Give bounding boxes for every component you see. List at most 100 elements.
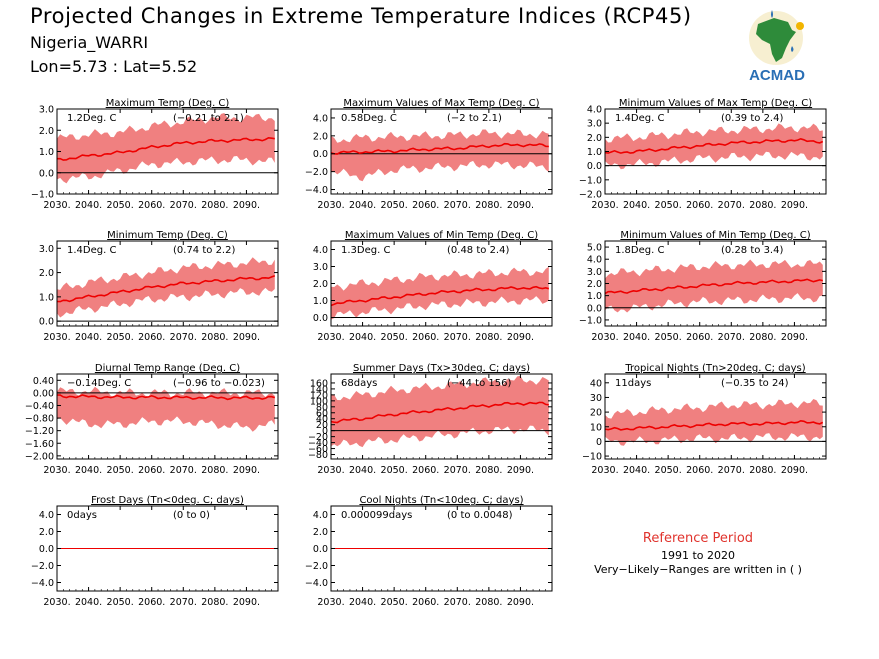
range-band	[331, 266, 549, 320]
mean-line	[57, 136, 275, 161]
range-band	[57, 386, 275, 432]
chart-title: Maximum Temp (Deg. C)	[106, 98, 230, 109]
range-band	[331, 129, 549, 182]
y-tick-label: 3.0	[313, 262, 328, 273]
range-label: (0.39 to 2.4)	[721, 113, 783, 124]
y-tick-label: −2.0	[305, 167, 328, 178]
x-tick-label: 2090.	[233, 465, 260, 476]
x-tick-label: 2030.	[591, 332, 618, 343]
x-tick-label: 2070.	[444, 597, 471, 608]
x-tick-label: 2050.	[107, 332, 134, 343]
x-tick-label: 2080.	[201, 465, 228, 476]
chart-title: Maximum Values of Max Temp (Deg. C)	[343, 98, 539, 109]
location-label: Nigeria_WARRI	[30, 33, 149, 52]
y-tick-label: 60	[316, 408, 328, 419]
x-tick-label: 2060.	[138, 465, 165, 476]
y-tick-label: 5.0	[587, 243, 602, 254]
x-tick-label: 2080.	[201, 332, 228, 343]
chart-title: Minimum Values of Max Temp (Deg. C)	[619, 98, 812, 109]
x-tick-label: 2030.	[43, 465, 70, 476]
y-tick-label: −2.0	[305, 561, 328, 572]
y-tick-label: 4.0	[587, 105, 602, 116]
y-tick-label: 80	[316, 402, 328, 413]
y-tick-label: 0	[322, 426, 328, 437]
range-label: (−0.21 to 2.1)	[173, 113, 244, 124]
mean-value-label: 0.58Deg. C	[341, 113, 397, 124]
x-tick-label: 2080.	[475, 465, 502, 476]
y-tick-label: −1.20	[25, 426, 54, 437]
x-tick-label: 2080.	[749, 465, 776, 476]
x-tick-label: 2060.	[686, 332, 713, 343]
y-tick-label: 3.0	[39, 244, 54, 255]
y-tick-label: 120	[310, 390, 328, 401]
y-tick-label: 1.0	[313, 296, 328, 307]
x-tick-label: 2050.	[655, 332, 682, 343]
y-tick-label: 160	[310, 378, 328, 389]
range-band	[605, 399, 823, 446]
mean-line	[331, 142, 549, 155]
x-tick-label: 2060.	[686, 200, 713, 211]
x-tick-label: 2090.	[507, 465, 534, 476]
chart-panel: Summer Days (Tx>30deg. C; days) 68days (−4…	[308, 363, 553, 476]
y-tick-label: 4.0	[313, 245, 328, 256]
x-tick-label: 2030.	[43, 332, 70, 343]
x-tick-label: 2040.	[623, 465, 650, 476]
x-tick-label: 2030.	[591, 465, 618, 476]
x-tick-label: 2060.	[412, 597, 439, 608]
range-label: (0 to 0)	[173, 510, 210, 521]
y-tick-label: 0.00	[33, 388, 54, 399]
acmad-africa-logo-icon	[749, 10, 804, 65]
chart-title: Minimum Temp (Deg. C)	[107, 230, 228, 241]
y-tick-label: 2.0	[39, 268, 54, 279]
y-tick-label: 3.0	[39, 105, 54, 116]
x-tick-label: 2050.	[107, 465, 134, 476]
chart-panel: Maximum Temp (Deg. C) 1.2Deg. C (−0.21 to …	[31, 98, 279, 211]
x-tick-label: 2030.	[591, 200, 618, 211]
x-tick-label: 2070.	[718, 332, 745, 343]
chart-title: Maximum Values of Min Temp (Deg. C)	[345, 230, 538, 241]
x-tick-label: 2090.	[507, 332, 534, 343]
y-tick-label: −2.0	[579, 190, 602, 201]
coordinates-label: Lon=5.73 : Lat=5.52	[30, 57, 198, 76]
x-tick-label: 2090.	[781, 465, 808, 476]
y-tick-label: 2.0	[587, 279, 602, 290]
mean-line	[605, 419, 824, 431]
y-tick-label: −40	[308, 438, 328, 449]
y-tick-label: 0.0	[313, 313, 328, 324]
x-tick-label: 2080.	[749, 332, 776, 343]
x-tick-label: 2070.	[170, 200, 197, 211]
y-tick-label: 1.0	[39, 147, 54, 158]
y-tick-label: 0.0	[587, 303, 602, 314]
x-tick-label: 2090.	[233, 200, 260, 211]
y-tick-label: 2.0	[39, 126, 54, 137]
range-label: (−0.96 to −0.023)	[173, 378, 265, 389]
chart-panel: Tropical Nights (Tn>20deg. C; days) 11day…	[582, 363, 827, 476]
y-tick-label: 30	[590, 393, 602, 404]
mean-value-label: 1.4Deg. C	[67, 245, 116, 256]
x-tick-label: 2070.	[444, 332, 471, 343]
y-tick-label: −1.60	[25, 439, 54, 450]
x-tick-label: 2030.	[43, 597, 70, 608]
y-tick-label: 140	[310, 384, 328, 395]
y-tick-label: 2.0	[39, 527, 54, 538]
x-tick-label: 2060.	[412, 465, 439, 476]
y-tick-label: −20	[308, 432, 328, 443]
mean-line	[605, 137, 824, 154]
plot-frame	[56, 373, 279, 460]
mean-line	[57, 394, 276, 401]
mean-value-label: 1.4Deg. C	[615, 113, 664, 124]
y-tick-label: 1.0	[39, 292, 54, 303]
y-tick-label: −2.00	[25, 451, 54, 462]
y-tick-label: 0.0	[39, 168, 54, 179]
x-tick-label: 2030.	[43, 200, 70, 211]
y-tick-label: 4.0	[313, 113, 328, 124]
y-tick-label: 1.0	[587, 147, 602, 158]
page-title: Projected Changes in Extreme Temperature…	[30, 4, 692, 28]
x-tick-label: 2080.	[475, 597, 502, 608]
mean-value-label: 0days	[67, 510, 97, 521]
chart-title: Frost Days (Tn<0deg. C; days)	[91, 495, 244, 506]
range-band	[331, 375, 549, 448]
x-tick-label: 2040.	[349, 465, 376, 476]
x-tick-label: 2050.	[107, 597, 134, 608]
x-tick-label: 2030.	[317, 200, 344, 211]
